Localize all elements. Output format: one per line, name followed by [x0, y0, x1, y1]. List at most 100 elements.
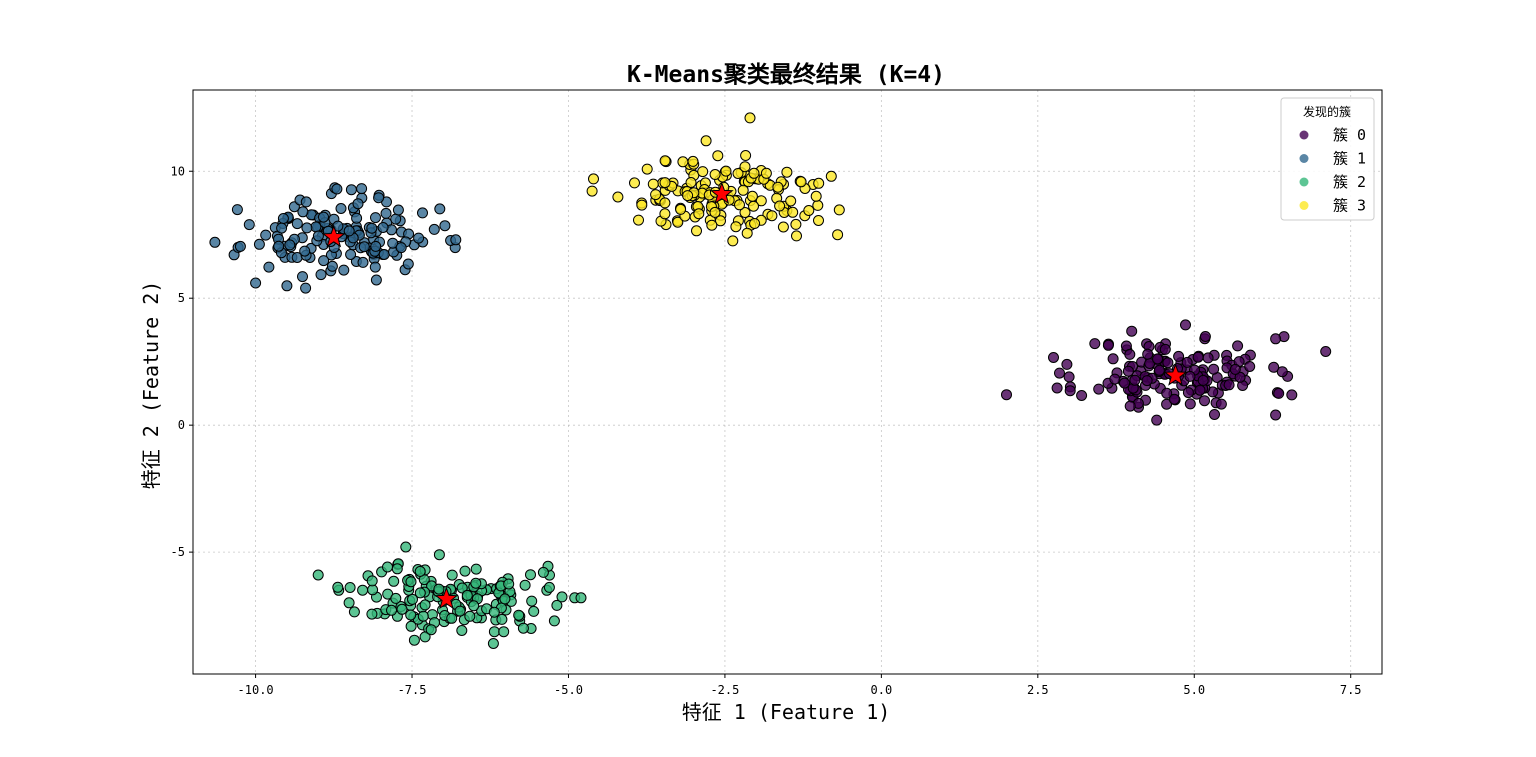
- data-point: [1192, 351, 1204, 363]
- legend-box: [1280, 97, 1375, 221]
- data-point: [1270, 409, 1282, 421]
- data-point: [1232, 340, 1244, 352]
- data-point: [1229, 363, 1241, 375]
- data-point: [260, 229, 272, 241]
- data-point: [357, 256, 369, 268]
- scatter-points: [209, 112, 1332, 649]
- data-point: [575, 592, 587, 604]
- data-point: [730, 221, 742, 233]
- x-tick-label: -5.0: [554, 683, 583, 697]
- data-point: [1122, 365, 1134, 377]
- data-point: [373, 192, 385, 204]
- data-point: [366, 608, 378, 620]
- y-axis-label: 特征 2 (Feature 2): [139, 281, 163, 490]
- data-point: [781, 166, 793, 178]
- data-point: [390, 213, 402, 225]
- data-point: [470, 563, 482, 575]
- data-point: [291, 218, 303, 230]
- data-point: [345, 184, 357, 196]
- data-point: [488, 626, 500, 638]
- data-point: [277, 213, 289, 224]
- legend: 发现的簇 簇 0 簇 1 簇 2 簇 3: [1280, 97, 1375, 221]
- data-point: [1208, 363, 1220, 375]
- data-point: [370, 274, 382, 286]
- data-point: [209, 236, 221, 248]
- data-point: [391, 563, 403, 575]
- data-point: [513, 609, 525, 621]
- data-point: [332, 220, 344, 232]
- x-tick-label: 0.0: [871, 683, 893, 697]
- y-tick-label: 10: [171, 164, 185, 178]
- data-point: [1109, 373, 1121, 385]
- data-point: [1119, 377, 1130, 389]
- series-cluster-1: [209, 182, 462, 294]
- centroid-star-2: [434, 586, 459, 610]
- x-tick-label: 7.5: [1340, 683, 1362, 697]
- data-point: [1273, 387, 1285, 399]
- data-point: [419, 599, 431, 611]
- data-point: [810, 190, 822, 202]
- y-tick-label: 0: [178, 418, 185, 432]
- data-point: [439, 220, 451, 232]
- data-point: [297, 271, 308, 283]
- data-point: [1124, 400, 1136, 412]
- data-point: [636, 199, 648, 211]
- data-point: [774, 200, 786, 212]
- data-point: [1001, 389, 1012, 401]
- data-point: [749, 218, 761, 229]
- data-point: [284, 239, 296, 251]
- data-point: [234, 240, 246, 252]
- data-point: [378, 249, 390, 260]
- data-point: [446, 612, 458, 624]
- data-point: [1268, 361, 1280, 373]
- data-point: [281, 280, 293, 292]
- data-point: [1076, 390, 1088, 401]
- data-point: [1142, 348, 1154, 360]
- data-point: [326, 260, 338, 272]
- data-point: [1141, 375, 1153, 387]
- data-point: [732, 168, 744, 179]
- series-cluster-3: [586, 112, 845, 247]
- data-point: [1124, 348, 1136, 360]
- data-point: [633, 214, 644, 226]
- data-point: [647, 178, 659, 190]
- data-point: [402, 258, 414, 270]
- data-point: [1270, 333, 1282, 345]
- plot-area-frame: [192, 89, 1383, 675]
- data-point: [487, 638, 499, 649]
- data-point: [832, 229, 844, 241]
- data-point: [428, 223, 440, 235]
- data-point: [351, 212, 363, 224]
- centroid-star-3: [709, 181, 734, 205]
- data-point: [739, 161, 751, 173]
- data-point: [456, 625, 468, 636]
- data-point: [250, 277, 262, 289]
- data-point: [734, 199, 745, 211]
- data-point: [366, 222, 378, 234]
- data-point: [405, 576, 417, 588]
- data-point: [1064, 385, 1076, 397]
- data-point: [659, 177, 671, 189]
- data-point: [1181, 356, 1193, 368]
- data-point: [344, 582, 356, 593]
- y-tick-label: 5: [178, 291, 185, 305]
- data-point: [380, 207, 392, 219]
- data-point: [537, 566, 549, 578]
- data-point: [1161, 398, 1173, 410]
- data-point: [1244, 361, 1256, 372]
- data-point: [687, 155, 699, 167]
- data-point: [1151, 414, 1163, 426]
- data-point: [433, 549, 445, 561]
- data-point: [833, 204, 845, 216]
- series-cluster-0: [1001, 319, 1332, 426]
- data-point: [551, 599, 563, 611]
- data-point: [405, 609, 417, 621]
- data-point: [396, 603, 408, 615]
- data-point: [700, 135, 712, 147]
- data-point: [390, 592, 402, 604]
- legend-label-3: 簇 3: [1333, 197, 1366, 215]
- data-point: [709, 206, 721, 218]
- data-point: [1194, 384, 1206, 396]
- data-point: [659, 208, 671, 220]
